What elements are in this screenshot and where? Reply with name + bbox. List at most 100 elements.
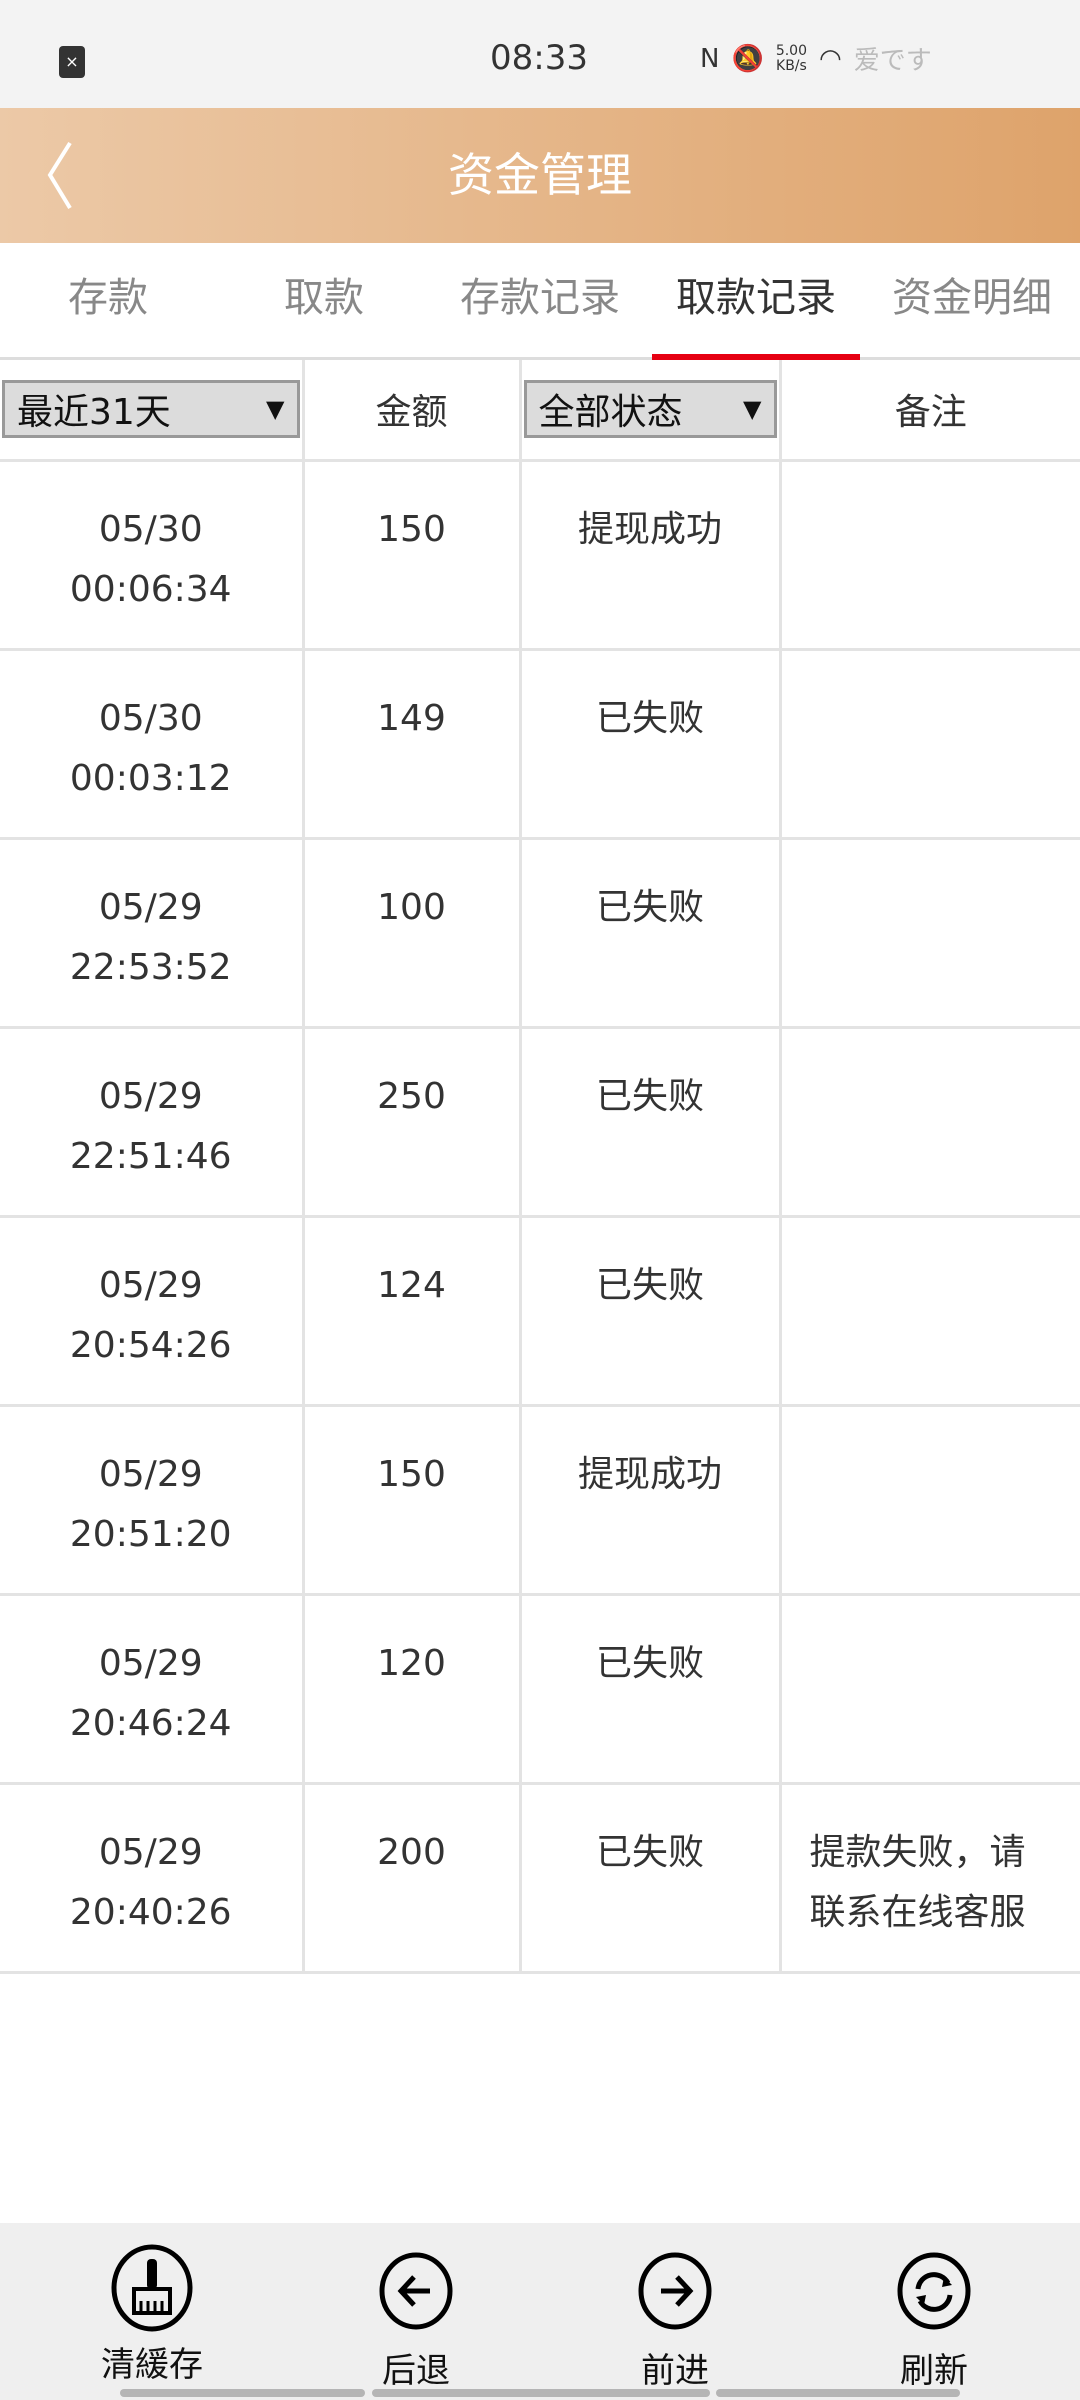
date: 05/29 [98,1264,203,1306]
note-cell [778,1025,1080,1218]
withdraw-records-table: 最近31天 ▼ 金额 全部状态 ▼ 备注 05/30 00:06:34 150 提现成… [0,360,1080,1974]
refresh-label: 刷新 [900,2351,968,2391]
app-header: 资金管理 [0,108,1080,243]
refresh-icon [897,2252,971,2330]
tab-deposit-records[interactable]: 存款记录 [460,275,620,321]
page-title: 资金管理 [448,148,632,202]
clear-cache-button[interactable]: 清緩存 [52,2243,252,2386]
date: 05/29 [98,1642,203,1684]
status-cell: 提现成功 [518,1403,782,1596]
datetime-cell: 05/29 20:40:26 [0,1781,305,1974]
time: 20:51:20 [69,1513,232,1555]
status-cell: 提现成功 [518,458,782,651]
table-row: 05/29 20:54:26 124 已失败 [0,1214,1080,1407]
status-cell: 已失败 [518,1592,782,1785]
datetime-cell: 05/29 20:54:26 [0,1214,305,1407]
table-row: 05/30 00:06:34 150 提现成功 [0,458,1080,651]
note-cell [778,1214,1080,1407]
time: 20:54:26 [69,1324,232,1366]
status-select[interactable]: 全部状态 ▼ [523,380,777,439]
nfc-icon: N [700,43,720,74]
amount-cell: 150 [301,1403,522,1596]
table-row: 05/29 20:40:26 200 已失败 提款失败，请联系在线客服 [0,1781,1080,1974]
amount-cell: 120 [301,1592,522,1785]
speed-value: 5.00 [775,42,807,59]
tab-withdraw[interactable]: 取款 [284,275,364,321]
status-icons: N 🔕 5.00 KB/s ◠ 爱です [700,40,932,77]
date: 05/29 [98,886,203,928]
date: 05/30 [98,508,203,550]
gesture-bar-segment [120,2389,365,2397]
note-cell [778,1592,1080,1785]
status-bar: × 08:33 N 🔕 5.00 KB/s ◠ 爱です [0,0,1080,108]
speed-unit: KB/s [776,57,807,74]
status-time: 08:33 [490,38,588,78]
clear-cache-label: 清緩存 [101,2345,203,2385]
tab-withdraw-records[interactable]: 取款记录 [648,243,864,360]
datetime-cell: 05/29 20:51:20 [0,1403,305,1596]
status-cell: 已失败 [518,1214,782,1407]
datetime-cell: 05/29 22:51:46 [0,1025,305,1218]
gesture-bar-segment [716,2389,960,2397]
table-row: 05/29 22:53:52 100 已失败 [0,836,1080,1029]
table-row: 05/29 22:51:46 250 已失败 [0,1025,1080,1218]
dropdown-arrow-icon: ▼ [266,395,285,424]
datetime-cell: 05/29 22:53:52 [0,836,305,1029]
datetime-cell: 05/30 00:06:34 [0,458,305,651]
note-cell: 提款失败，请联系在线客服 [778,1781,1080,1974]
amount-cell: 200 [301,1781,522,1974]
note-cell [778,458,1080,651]
status-cell: 已失败 [518,836,782,1029]
broom-icon [111,2244,193,2332]
period-select-value: 最近31天 [17,392,171,434]
back-label: 后退 [382,2351,450,2391]
time: 22:51:46 [69,1135,232,1177]
amount-cell: 100 [301,836,522,1029]
date: 05/29 [98,1075,203,1117]
datetime-cell: 05/29 20:46:24 [0,1592,305,1785]
tab-bar: 存款 取款 存款记录 取款记录 资金明细 [0,243,1080,360]
time: 00:06:34 [69,568,232,610]
carrier-label: 爱です [853,46,932,76]
note-cell [778,836,1080,1029]
table-row: 05/29 20:51:20 150 提现成功 [0,1403,1080,1596]
wifi-icon: ◠ [819,43,842,74]
amount-cell: 150 [301,458,522,651]
status-header: 全部状态 ▼ [518,360,782,462]
forward-button[interactable]: 前进 [575,2243,775,2392]
refresh-button[interactable]: 刷新 [834,2243,1034,2392]
amount-cell: 149 [301,647,522,840]
gesture-bar-segment [372,2389,710,2397]
date: 05/29 [98,1831,203,1873]
period-select[interactable]: 最近31天 ▼ [2,380,300,439]
status-cell: 已失败 [518,647,782,840]
tab-deposit[interactable]: 存款 [68,275,148,321]
tab-fund-details[interactable]: 资金明细 [892,275,1052,321]
amount-header: 金额 [301,360,522,462]
arrow-right-circle-icon [638,2252,712,2330]
arrow-left-circle-icon [379,2252,453,2330]
bottom-toolbar: 清緩存 后退 前进 刷新 [0,2223,1080,2400]
date: 05/29 [98,1453,203,1495]
network-speed: 5.00 KB/s [775,42,807,74]
mute-bell-icon: 🔕 [731,43,764,74]
dropdown-arrow-icon: ▼ [743,395,762,424]
datetime-cell: 05/30 00:03:12 [0,647,305,840]
note-header: 备注 [778,360,1080,462]
amount-cell: 124 [301,1214,522,1407]
date: 05/30 [98,697,203,739]
time: 22:53:52 [69,946,232,988]
period-header: 最近31天 ▼ [0,360,305,462]
time: 20:40:26 [69,1891,232,1933]
note-cell [778,647,1080,840]
back-nav-button[interactable]: 后退 [316,2243,516,2392]
time: 00:03:12 [69,757,232,799]
back-button[interactable] [40,138,100,213]
time: 20:46:24 [69,1702,232,1744]
table-header: 最近31天 ▼ 金额 全部状态 ▼ 备注 [0,360,1080,462]
chevron-left-icon [47,141,72,210]
table-row: 05/29 20:46:24 120 已失败 [0,1592,1080,1785]
status-select-value: 全部状态 [538,392,683,434]
amount-cell: 250 [301,1025,522,1218]
no-sim-icon: × [59,46,85,78]
